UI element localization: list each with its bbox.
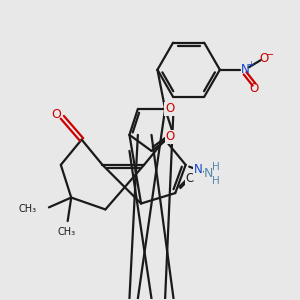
Text: O: O [165, 103, 174, 116]
Text: N: N [194, 164, 203, 176]
Text: −: − [266, 50, 274, 60]
Text: CH₃: CH₃ [58, 227, 76, 237]
Text: N: N [203, 167, 213, 180]
Text: O: O [166, 130, 175, 143]
Text: CH₃: CH₃ [19, 204, 37, 214]
Text: C: C [186, 172, 194, 185]
Text: H: H [212, 162, 220, 172]
Text: O: O [51, 108, 61, 121]
Text: O: O [249, 82, 259, 95]
Text: H: H [212, 176, 220, 186]
Text: N: N [241, 63, 250, 76]
Text: O: O [259, 52, 268, 65]
Text: +: + [247, 60, 254, 69]
